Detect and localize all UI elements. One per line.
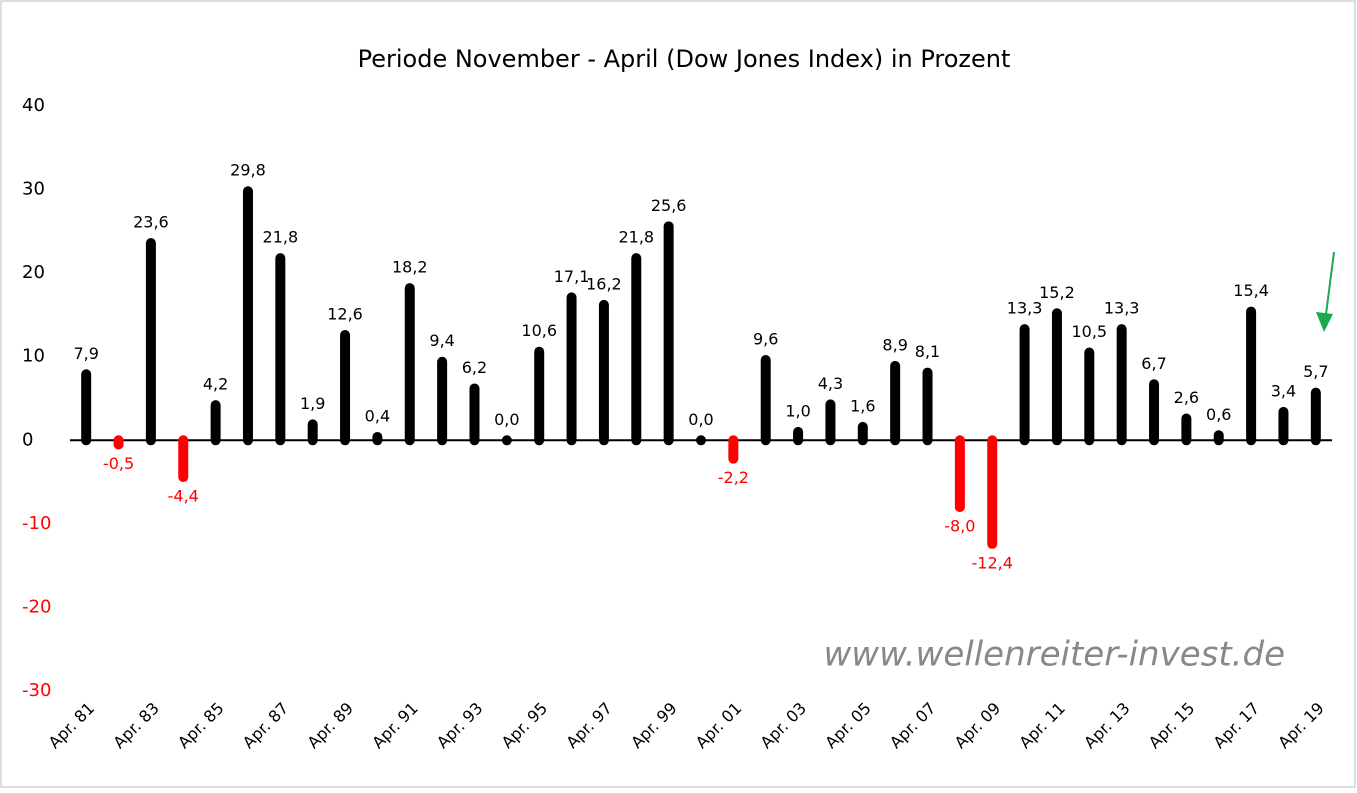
data-label: 1,0: [785, 401, 810, 420]
data-label: 1,9: [300, 394, 325, 413]
y-tick-label: 20: [22, 262, 45, 283]
data-label: 9,6: [753, 330, 778, 349]
data-label: 0,6: [1206, 405, 1231, 424]
data-label: 21,8: [618, 228, 654, 247]
data-label: -0,5: [103, 454, 134, 473]
y-tick-label: 40: [22, 95, 45, 116]
data-label: 25,6: [651, 196, 687, 215]
data-label: 0,4: [365, 406, 390, 425]
data-label: 10,6: [521, 321, 557, 340]
data-label: 8,1: [915, 342, 940, 361]
data-label: -2,2: [718, 468, 749, 487]
data-label: 10,5: [1071, 322, 1107, 341]
data-label: 12,6: [327, 304, 363, 323]
watermark: www.wellenreiter-invest.de: [823, 635, 1285, 675]
data-label: 21,8: [263, 228, 299, 247]
data-label: 3,4: [1271, 381, 1296, 400]
y-tick-label: -30: [22, 680, 51, 701]
data-label: 0,0: [494, 410, 519, 429]
data-label: 15,2: [1039, 283, 1075, 302]
data-label: 6,7: [1141, 354, 1166, 373]
y-tick-label: -20: [22, 596, 51, 617]
data-label: -4,4: [168, 487, 199, 506]
data-label: 5,7: [1303, 362, 1328, 381]
data-label: 18,2: [392, 258, 428, 277]
y-tick-label: 10: [22, 346, 45, 367]
data-label: -12,4: [972, 553, 1013, 572]
data-label: 9,4: [429, 331, 454, 350]
data-label: 7,9: [73, 344, 98, 363]
chart-title: Periode November - April (Dow Jones Inde…: [358, 45, 1011, 73]
arrow: [1316, 251, 1335, 332]
data-label: 13,3: [1104, 299, 1140, 318]
y-tick-label: -10: [22, 513, 51, 534]
data-label: 15,4: [1233, 281, 1269, 300]
data-label: 13,3: [1007, 299, 1043, 318]
data-label: 17,1: [554, 267, 590, 286]
y-tick-label: 30: [22, 179, 45, 200]
data-label: 2,6: [1174, 388, 1199, 407]
data-label: 8,9: [882, 335, 907, 354]
data-label: 29,8: [230, 161, 266, 180]
data-label: 0,0: [688, 410, 713, 429]
data-label: 4,2: [203, 375, 228, 394]
data-label: -8,0: [944, 517, 975, 536]
data-label: 1,6: [850, 396, 875, 415]
data-label: 6,2: [462, 358, 487, 377]
data-label: 16,2: [586, 274, 622, 293]
y-tick-label: 0: [22, 429, 33, 450]
data-label: 23,6: [133, 213, 169, 232]
data-label: 4,3: [818, 374, 843, 393]
